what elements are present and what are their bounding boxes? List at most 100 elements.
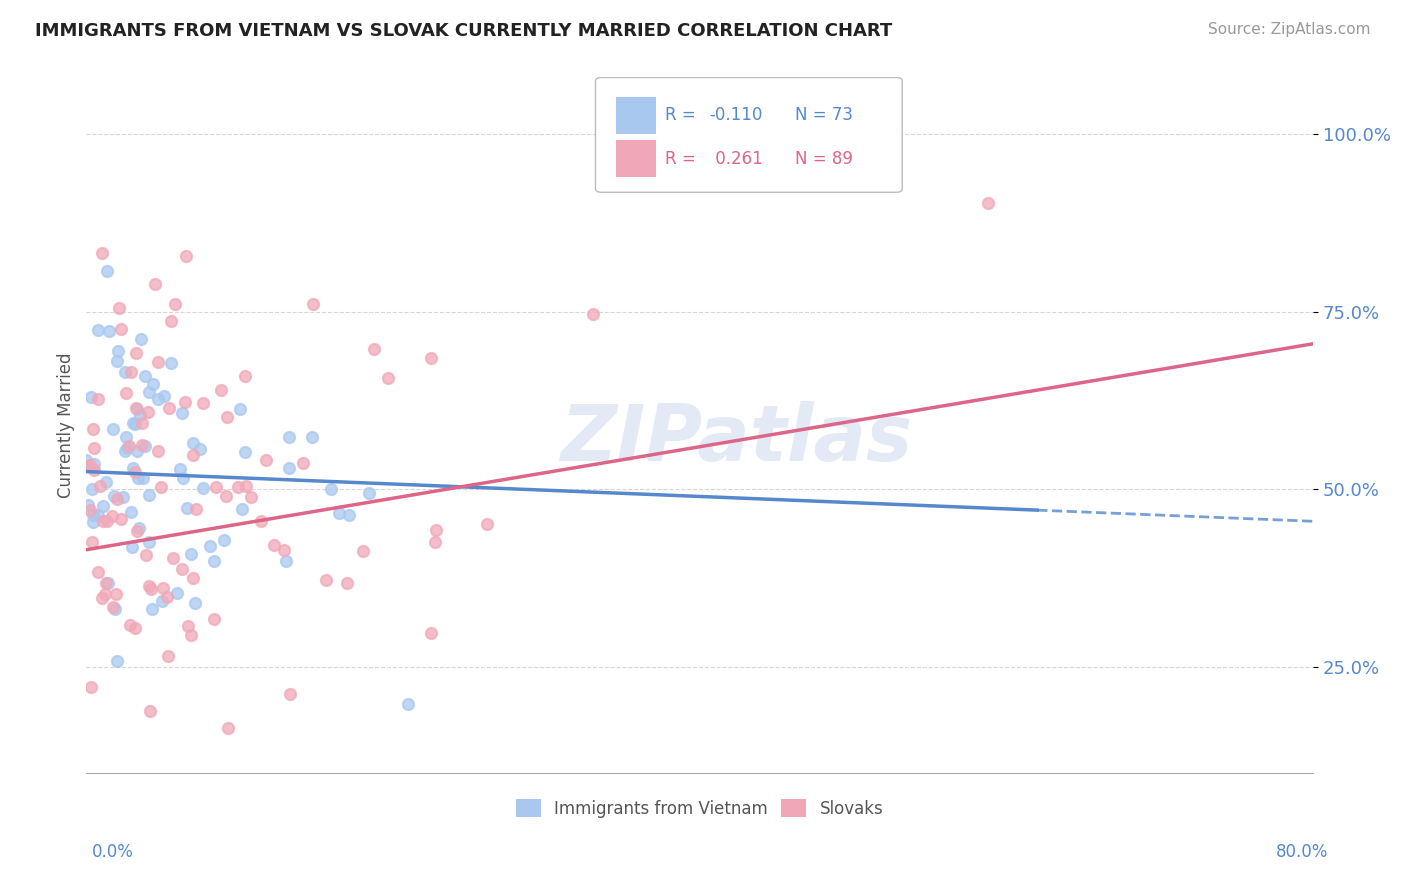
Point — [103, 489, 125, 503]
Point — [582, 307, 605, 321]
Text: 0.0%: 0.0% — [91, 843, 134, 861]
Point — [96, 514, 118, 528]
Point — [111, 490, 134, 504]
Point — [176, 500, 198, 515]
Point — [105, 492, 128, 507]
Point — [152, 389, 174, 403]
FancyBboxPatch shape — [616, 141, 655, 177]
Point — [94, 475, 117, 490]
Point — [337, 508, 360, 522]
Point — [172, 471, 194, 485]
FancyBboxPatch shape — [616, 97, 655, 134]
Point — [104, 602, 127, 616]
Point — [100, 509, 122, 524]
Point — [202, 612, 225, 626]
Point — [352, 543, 374, 558]
Point — [124, 417, 146, 431]
FancyBboxPatch shape — [596, 78, 903, 193]
Point — [254, 453, 277, 467]
Point — [277, 460, 299, 475]
Point — [172, 406, 194, 420]
Point — [129, 408, 152, 422]
Point — [276, 554, 298, 568]
Point — [110, 322, 132, 336]
Text: R =: R = — [665, 150, 702, 168]
Point — [357, 486, 380, 500]
Point — [121, 460, 143, 475]
Point — [181, 571, 204, 585]
Point — [107, 654, 129, 668]
Point — [125, 524, 148, 539]
Point — [107, 344, 129, 359]
Point — [250, 515, 273, 529]
Point — [183, 595, 205, 609]
Point — [136, 405, 159, 419]
Point — [125, 401, 148, 415]
Point — [183, 436, 205, 450]
Point — [229, 402, 252, 417]
Text: ZIPatlas: ZIPatlas — [561, 401, 912, 477]
Point — [419, 351, 441, 366]
Point — [191, 396, 214, 410]
Point — [127, 402, 149, 417]
Point — [396, 698, 419, 712]
Text: R =: R = — [665, 106, 702, 125]
Point — [115, 386, 138, 401]
Point — [319, 482, 342, 496]
Point — [157, 401, 180, 415]
Point — [202, 554, 225, 568]
Point — [146, 355, 169, 369]
Point — [124, 621, 146, 635]
Point — [377, 371, 399, 385]
Text: 80.0%: 80.0% — [1277, 843, 1329, 861]
Point — [87, 565, 110, 579]
Point — [91, 500, 114, 514]
Point — [278, 429, 301, 443]
Point — [114, 430, 136, 444]
Point — [75, 453, 97, 467]
Point — [82, 422, 104, 436]
Point — [97, 575, 120, 590]
Point — [134, 368, 156, 383]
Point — [142, 377, 165, 392]
Point — [134, 439, 156, 453]
Point — [160, 356, 183, 370]
Point — [114, 444, 136, 458]
Point — [204, 480, 226, 494]
Point — [150, 480, 173, 494]
Point — [90, 246, 112, 260]
Text: IMMIGRANTS FROM VIETNAM VS SLOVAK CURRENTLY MARRIED CORRELATION CHART: IMMIGRANTS FROM VIETNAM VS SLOVAK CURREN… — [35, 22, 893, 40]
Point — [209, 383, 232, 397]
Point — [115, 441, 138, 455]
Point — [263, 538, 285, 552]
Point — [96, 264, 118, 278]
Point — [160, 314, 183, 328]
Y-axis label: Currently Married: Currently Married — [58, 352, 75, 499]
Point — [328, 506, 350, 520]
Point — [215, 489, 238, 503]
Point — [291, 456, 314, 470]
Point — [156, 649, 179, 664]
Point — [336, 575, 359, 590]
Point — [87, 323, 110, 337]
Point — [139, 582, 162, 597]
Point — [179, 628, 201, 642]
Point — [217, 410, 239, 425]
Point — [138, 385, 160, 400]
Point — [89, 479, 111, 493]
Point — [82, 508, 104, 522]
Point — [124, 465, 146, 479]
Point — [139, 704, 162, 718]
Point — [83, 441, 105, 455]
Point — [122, 417, 145, 431]
Point — [177, 619, 200, 633]
Point — [315, 573, 337, 587]
Point — [128, 521, 150, 535]
Point — [86, 392, 108, 407]
Point — [131, 417, 153, 431]
Point — [105, 587, 128, 601]
Point — [235, 479, 257, 493]
Point — [118, 617, 141, 632]
Point — [212, 533, 235, 548]
Point — [226, 480, 249, 494]
